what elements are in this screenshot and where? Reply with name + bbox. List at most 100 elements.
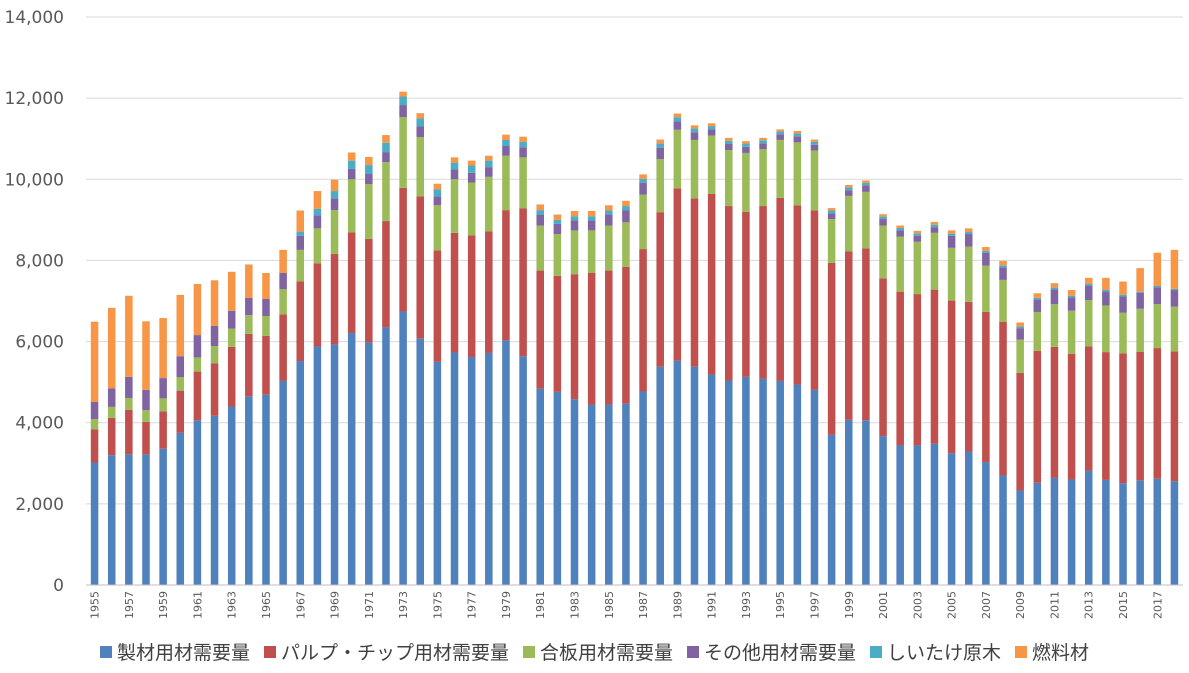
bar-segment bbox=[982, 265, 990, 312]
bar-segment bbox=[313, 263, 322, 347]
bar-segment bbox=[1119, 483, 1127, 585]
bar-segment bbox=[1050, 477, 1059, 585]
bar-segment bbox=[622, 266, 630, 404]
legend-swatch bbox=[687, 645, 699, 658]
bar-segment bbox=[90, 462, 99, 585]
legend-swatch bbox=[99, 645, 112, 658]
y-tick-label: 0 bbox=[53, 576, 64, 596]
bar-segment bbox=[622, 403, 630, 585]
y-tick-label: 10,000 bbox=[5, 170, 64, 190]
bar-segment bbox=[930, 221, 939, 225]
legend-label: パルプ・チップ用材需要量 bbox=[280, 642, 509, 664]
bar-segment bbox=[245, 297, 253, 316]
bar-segment bbox=[776, 380, 784, 585]
bar-segment bbox=[964, 234, 973, 247]
bar-segment bbox=[793, 133, 802, 137]
x-tick-label: 1985 bbox=[603, 591, 616, 619]
bar-segment bbox=[690, 366, 699, 585]
bar-segment bbox=[827, 210, 836, 214]
bar-segment bbox=[193, 371, 202, 421]
bar-segment bbox=[485, 155, 493, 161]
bar-segment bbox=[879, 216, 887, 220]
bar-segment bbox=[193, 335, 202, 358]
bar-segment bbox=[862, 248, 870, 421]
bar-segment bbox=[107, 455, 116, 585]
x-tick-label: 2001 bbox=[877, 591, 890, 619]
bar-segment bbox=[245, 264, 253, 298]
bar-segment bbox=[450, 162, 459, 170]
bar-segment bbox=[999, 265, 1007, 268]
bar-segment bbox=[862, 420, 870, 585]
bar-segment bbox=[1119, 353, 1127, 484]
bar-segment bbox=[742, 376, 750, 585]
bar-segment bbox=[759, 378, 767, 585]
bar-segment bbox=[416, 113, 425, 119]
bar-segment bbox=[1067, 290, 1076, 296]
bar-segment bbox=[964, 451, 973, 585]
bar-segment bbox=[690, 132, 699, 140]
bar-segment bbox=[1016, 322, 1024, 327]
bar-segment bbox=[279, 380, 287, 585]
bar-segment bbox=[793, 384, 802, 585]
bar-segment bbox=[1153, 252, 1162, 286]
bar-segment bbox=[330, 191, 339, 199]
bar-segment bbox=[519, 208, 527, 357]
bar-segment bbox=[759, 206, 767, 379]
bar-segment bbox=[1119, 294, 1127, 297]
bar-segment bbox=[467, 356, 476, 585]
bar-segment bbox=[896, 227, 904, 231]
bar-segment bbox=[827, 213, 836, 220]
bar-segment bbox=[879, 278, 887, 437]
bar-segment bbox=[947, 300, 956, 454]
bar-segment bbox=[1016, 328, 1024, 340]
bar-segment bbox=[296, 231, 305, 236]
bar-segment bbox=[999, 267, 1007, 280]
bar-segment bbox=[553, 223, 562, 235]
bar-segment bbox=[519, 157, 527, 209]
bar-segment bbox=[1136, 292, 1144, 309]
legend-item: 製材用材需要量 bbox=[99, 638, 250, 665]
bar-segment bbox=[365, 184, 373, 239]
bar-segment bbox=[810, 139, 819, 142]
bar-segment bbox=[879, 436, 887, 585]
legend-item: 合板用材需要量 bbox=[522, 638, 673, 665]
y-tick-label: 12,000 bbox=[5, 89, 64, 109]
bar-segment bbox=[382, 327, 390, 585]
bar-segment bbox=[725, 380, 733, 585]
x-tick-label: 1999 bbox=[843, 591, 856, 619]
bar-segment bbox=[605, 270, 613, 405]
bar-segment bbox=[467, 172, 476, 183]
bar-segment bbox=[930, 224, 939, 228]
bar-segment bbox=[570, 210, 579, 217]
legend-item: 燃料材 bbox=[1015, 638, 1089, 665]
bar-segment bbox=[1050, 283, 1059, 288]
bar-segment bbox=[913, 241, 922, 295]
bar-segment bbox=[913, 445, 922, 585]
bar-segment bbox=[810, 150, 819, 211]
bar-segment bbox=[1033, 297, 1042, 300]
bar-segment bbox=[1050, 289, 1059, 305]
bar-segment bbox=[553, 234, 562, 276]
bar-segment bbox=[159, 448, 167, 585]
bar-segment bbox=[416, 118, 425, 127]
bar-segment bbox=[570, 399, 579, 585]
legend-swatch bbox=[522, 645, 535, 658]
bar-segment bbox=[570, 274, 579, 400]
bar-segment bbox=[793, 205, 802, 385]
x-tick-label: 1987 bbox=[637, 591, 650, 619]
bar-segment bbox=[690, 198, 699, 367]
bar-segment bbox=[519, 147, 527, 158]
bar-segment bbox=[176, 377, 185, 391]
bar-segment bbox=[725, 150, 733, 207]
bar-segment bbox=[450, 169, 459, 180]
bar-segment bbox=[399, 91, 407, 97]
bar-segment bbox=[107, 307, 116, 389]
x-tick-label: 1963 bbox=[226, 591, 239, 619]
bar-segment bbox=[793, 131, 802, 134]
bar-segment bbox=[793, 136, 802, 143]
legend-item: しいたけ原木 bbox=[870, 638, 1001, 665]
bar-segment bbox=[365, 342, 373, 585]
bar-segment bbox=[279, 289, 287, 315]
bar-segment bbox=[673, 117, 682, 122]
